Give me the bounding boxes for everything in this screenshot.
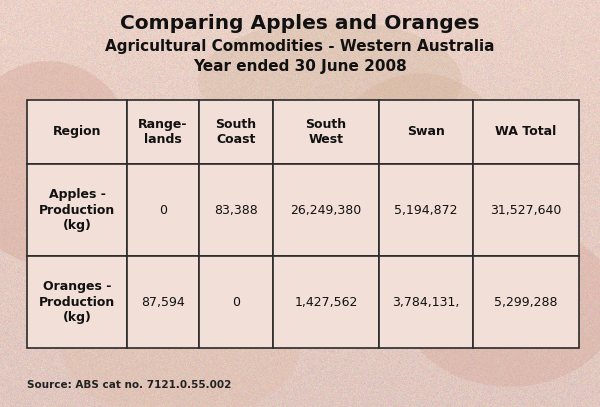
- Text: Agricultural Commodities - Western Australia: Agricultural Commodities - Western Austr…: [105, 39, 495, 54]
- Bar: [127, 256, 199, 348]
- Text: 1,427,562: 1,427,562: [294, 295, 358, 309]
- Bar: [273, 100, 379, 164]
- Text: Region: Region: [53, 125, 101, 138]
- Bar: [273, 164, 379, 256]
- Text: South
West: South West: [305, 118, 346, 146]
- Text: 5,299,288: 5,299,288: [494, 295, 558, 309]
- Text: 0: 0: [159, 204, 167, 217]
- Bar: [199, 100, 273, 164]
- Ellipse shape: [330, 73, 510, 252]
- Text: Oranges -
Production
(kg): Oranges - Production (kg): [39, 280, 115, 324]
- Text: 0: 0: [232, 295, 240, 309]
- Bar: [127, 164, 199, 256]
- Text: Apples -
Production
(kg): Apples - Production (kg): [39, 188, 115, 232]
- Bar: [473, 164, 579, 256]
- Ellipse shape: [402, 224, 600, 387]
- Text: Source: ABS cat no. 7121.0.55.002: Source: ABS cat no. 7121.0.55.002: [27, 380, 232, 390]
- Bar: [27, 256, 127, 348]
- Text: South
Coast: South Coast: [215, 118, 256, 146]
- Text: 83,388: 83,388: [214, 204, 257, 217]
- Ellipse shape: [0, 61, 138, 265]
- Bar: [473, 256, 579, 348]
- Text: 26,249,380: 26,249,380: [290, 204, 362, 217]
- Text: Swan: Swan: [407, 125, 445, 138]
- Ellipse shape: [60, 273, 300, 407]
- Text: Comparing Apples and Oranges: Comparing Apples and Oranges: [120, 14, 480, 33]
- Bar: [379, 164, 473, 256]
- Bar: [473, 100, 579, 164]
- Bar: [27, 100, 127, 164]
- Bar: [273, 256, 379, 348]
- Ellipse shape: [198, 20, 462, 142]
- Text: 5,194,872: 5,194,872: [394, 204, 458, 217]
- Bar: [127, 100, 199, 164]
- Text: 87,594: 87,594: [141, 295, 185, 309]
- Text: Range-
lands: Range- lands: [138, 118, 188, 146]
- Bar: [27, 164, 127, 256]
- Text: 3,784,131,: 3,784,131,: [392, 295, 460, 309]
- Text: WA Total: WA Total: [496, 125, 557, 138]
- Bar: [379, 100, 473, 164]
- Bar: [199, 164, 273, 256]
- Text: 31,527,640: 31,527,640: [490, 204, 562, 217]
- Text: Year ended 30 June 2008: Year ended 30 June 2008: [193, 59, 407, 74]
- Bar: [379, 256, 473, 348]
- Bar: [199, 256, 273, 348]
